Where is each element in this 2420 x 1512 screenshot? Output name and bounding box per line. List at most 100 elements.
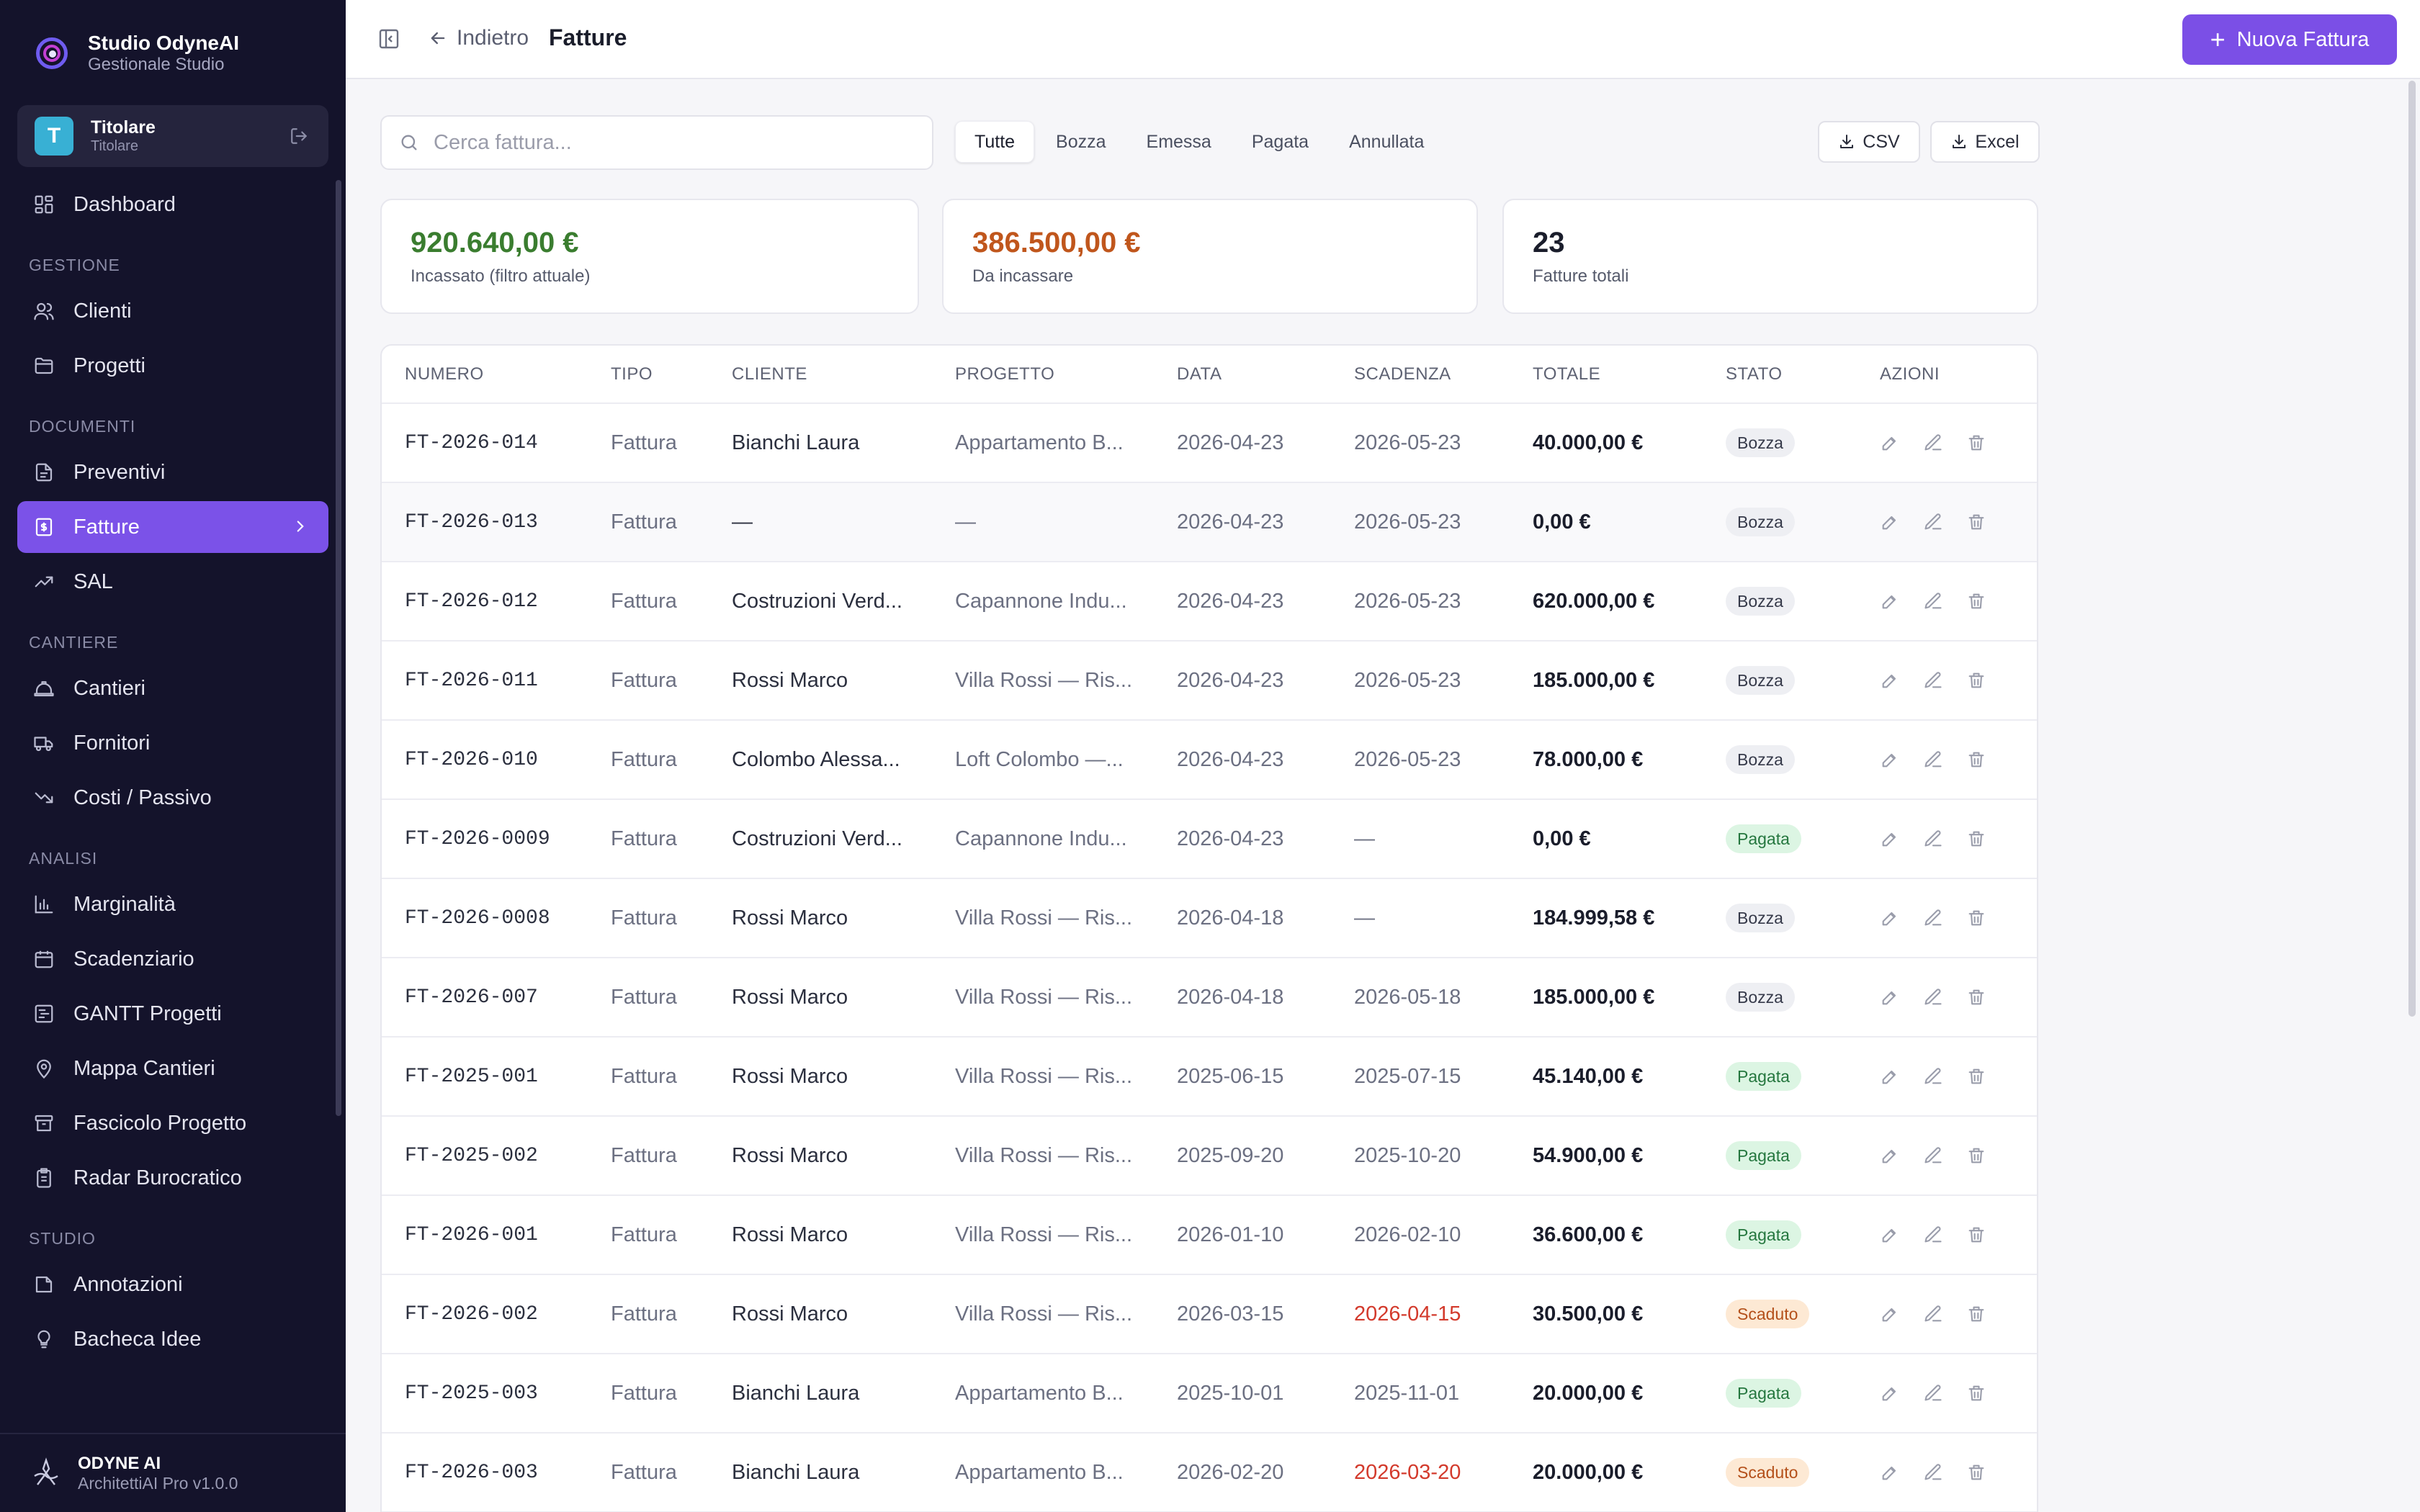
sidebar-item-annotazioni[interactable]: Annotazioni (17, 1259, 328, 1310)
user-card[interactable]: T Titolare Titolare (17, 105, 328, 167)
sidebar-item-preventivi[interactable]: Preventivi (17, 446, 328, 498)
edit-icon[interactable] (1880, 1462, 1900, 1482)
logout-icon[interactable] (290, 127, 308, 145)
table-row[interactable]: FT-2025-003 Fattura Bianchi Laura Appartame… (382, 1354, 2037, 1434)
col-header-stato[interactable]: STATO (1703, 346, 1857, 404)
main-scrollbar[interactable] (2408, 81, 2416, 1017)
sidebar-item-dashboard[interactable]: Dashboard (17, 179, 328, 230)
table-row[interactable]: FT-2026-013 Fattura — —2026-04-23 2026-05-23… (382, 482, 2037, 562)
sidebar-collapse-icon[interactable] (377, 27, 400, 50)
trash-icon[interactable] (1966, 670, 1986, 690)
pen-icon[interactable] (1923, 1146, 1943, 1166)
trash-icon[interactable] (1966, 1225, 1986, 1245)
back-link[interactable]: Indietro (428, 26, 529, 50)
sidebar-item-gantt[interactable]: GANTT Progetti (17, 988, 328, 1040)
sidebar-item-scadenziario[interactable]: Scadenziario (17, 933, 328, 985)
filter-emessa[interactable]: Emessa (1146, 131, 1211, 152)
sidebar-item-radar[interactable]: Radar Burocratico (17, 1152, 328, 1204)
pen-icon[interactable] (1923, 591, 1943, 611)
col-header-progetto[interactable]: PROGETTO (932, 346, 1154, 404)
pen-icon[interactable] (1923, 1304, 1943, 1324)
sidebar-item-mappa[interactable]: Mappa Cantieri (17, 1043, 328, 1094)
col-header-data[interactable]: DATA (1154, 346, 1331, 404)
edit-icon[interactable] (1880, 1225, 1900, 1245)
sidebar-item-bacheca[interactable]: Bacheca Idee (17, 1313, 328, 1365)
table-row[interactable]: FT-2026-0008 Fattura Rossi Marco Villa Ross… (382, 878, 2037, 958)
sidebar-item-sal[interactable]: SAL (17, 556, 328, 608)
search-input[interactable] (434, 130, 895, 155)
trash-icon[interactable] (1966, 1304, 1986, 1324)
edit-icon[interactable] (1880, 433, 1900, 453)
pen-icon[interactable] (1923, 987, 1943, 1007)
sidebar-scrollbar[interactable] (336, 180, 341, 1116)
table-row[interactable]: FT-2025-002 Fattura Rossi Marco Villa Rossi… (382, 1116, 2037, 1196)
trash-icon[interactable] (1966, 512, 1986, 532)
edit-icon[interactable] (1880, 908, 1900, 928)
edit-icon[interactable] (1880, 591, 1900, 611)
sidebar-item-costi[interactable]: Costi / Passivo (17, 772, 328, 824)
pen-icon[interactable] (1923, 1225, 1943, 1245)
col-header-tipo[interactable]: TIPO (588, 346, 709, 404)
filter-tutte[interactable]: Tutte (955, 121, 1035, 163)
table-row[interactable]: FT-2026-012 Fattura Costruzioni Verd... Cap… (382, 562, 2037, 642)
status-badge: Pagata (1726, 1379, 1801, 1408)
col-header-totale[interactable]: TOTALE (1510, 346, 1703, 404)
table-row[interactable]: FT-2026-014 Fattura Bianchi Laura Appartame… (382, 403, 2037, 483)
pen-icon[interactable] (1923, 512, 1943, 532)
edit-icon[interactable] (1880, 1304, 1900, 1324)
sidebar-item-clienti[interactable]: Clienti (17, 285, 328, 337)
edit-icon[interactable] (1880, 1146, 1900, 1166)
trash-icon[interactable] (1966, 591, 1986, 611)
pen-icon[interactable] (1923, 750, 1943, 770)
table-row[interactable]: FT-2026-007 Fattura Rossi Marco Villa Rossi… (382, 958, 2037, 1038)
filter-pagata[interactable]: Pagata (1251, 131, 1309, 152)
trash-icon[interactable] (1966, 829, 1986, 849)
filter-bozza[interactable]: Bozza (1056, 131, 1106, 152)
trash-icon[interactable] (1966, 1462, 1986, 1482)
table-row[interactable]: FT-2026-002 Fattura Rossi Marco Villa Rossi… (382, 1274, 2037, 1354)
trash-icon[interactable] (1966, 1146, 1986, 1166)
edit-icon[interactable] (1880, 987, 1900, 1007)
table-row[interactable]: FT-2026-001 Fattura Rossi Marco Villa Rossi… (382, 1195, 2037, 1275)
table-row[interactable]: FT-2026-003 Fattura Bianchi Laura Appartame… (382, 1433, 2037, 1512)
col-header-cliente[interactable]: CLIENTE (709, 346, 932, 404)
trash-icon[interactable] (1966, 1383, 1986, 1403)
pen-icon[interactable] (1923, 908, 1943, 928)
sidebar-item-marginalita[interactable]: Marginalità (17, 878, 328, 930)
filter-annullata[interactable]: Annullata (1349, 131, 1425, 152)
trash-icon[interactable] (1966, 433, 1986, 453)
edit-icon[interactable] (1880, 829, 1900, 849)
sidebar-item-fascicolo[interactable]: Fascicolo Progetto (17, 1097, 328, 1149)
pen-icon[interactable] (1923, 1066, 1943, 1086)
edit-icon[interactable] (1880, 1383, 1900, 1403)
table-row[interactable]: FT-2026-0009 Fattura Costruzioni Verd... Ca… (382, 799, 2037, 879)
edit-icon[interactable] (1880, 1066, 1900, 1086)
trash-icon[interactable] (1966, 750, 1986, 770)
pen-icon[interactable] (1923, 1462, 1943, 1482)
pen-icon[interactable] (1923, 1383, 1943, 1403)
col-header-scadenza[interactable]: SCADENZA (1331, 346, 1510, 404)
trash-icon[interactable] (1966, 987, 1986, 1007)
export-csv-button[interactable]: CSV (1818, 121, 1920, 163)
brand[interactable]: Studio OdyneAI Gestionale Studio (32, 32, 239, 75)
pen-icon[interactable] (1923, 829, 1943, 849)
sidebar-item-progetti[interactable]: Progetti (17, 340, 328, 392)
sidebar-item-fornitori[interactable]: Fornitori (17, 717, 328, 769)
edit-icon[interactable] (1880, 512, 1900, 532)
sidebar-item-fatture[interactable]: Fatture (17, 501, 328, 553)
trash-icon[interactable] (1966, 1066, 1986, 1086)
new-invoice-button[interactable]: + Nuova Fattura (2182, 14, 2397, 65)
search-box[interactable] (380, 115, 933, 170)
col-header-numero[interactable]: NUMERO (382, 346, 588, 404)
table-row[interactable]: FT-2026-011 Fattura Rossi Marco Villa Rossi… (382, 641, 2037, 721)
sidebar-item-label: Fatture (73, 515, 140, 539)
trash-icon[interactable] (1966, 908, 1986, 928)
export-excel-button[interactable]: Excel (1930, 121, 2040, 163)
edit-icon[interactable] (1880, 670, 1900, 690)
sidebar-item-cantieri[interactable]: Cantieri (17, 662, 328, 714)
pen-icon[interactable] (1923, 670, 1943, 690)
pen-icon[interactable] (1923, 433, 1943, 453)
edit-icon[interactable] (1880, 750, 1900, 770)
table-row[interactable]: FT-2025-001 Fattura Rossi Marco Villa Rossi… (382, 1037, 2037, 1117)
table-row[interactable]: FT-2026-010 Fattura Colombo Alessa... Loft … (382, 720, 2037, 800)
